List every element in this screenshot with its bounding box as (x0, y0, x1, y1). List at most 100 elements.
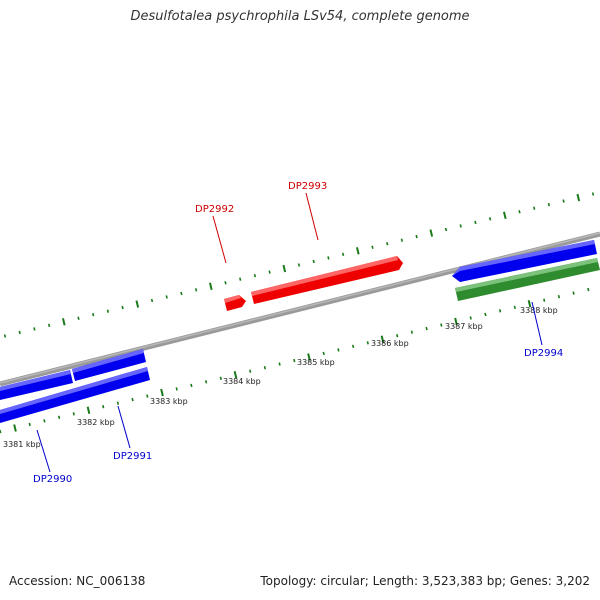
minor-tick (337, 348, 340, 352)
minor-tick (587, 287, 590, 292)
minor-tick (533, 206, 536, 210)
major-tick (86, 406, 91, 414)
minor-tick (28, 422, 31, 427)
gene-feature-dp2994-rna[interactable] (455, 258, 600, 301)
minor-tick (47, 323, 51, 328)
minor-tick (253, 273, 257, 278)
gene-label-leaders (36, 192, 543, 473)
major-tick (380, 335, 385, 343)
minor-tick (33, 327, 36, 331)
minor-tick (116, 401, 120, 405)
minor-tick (263, 365, 267, 370)
gene-label-dp2990: DP2990 (33, 474, 72, 485)
minor-tick (488, 217, 492, 221)
minor-tick (43, 419, 46, 423)
major-tick (576, 193, 581, 202)
minor-tick (410, 330, 414, 334)
tick-label-3388: 3388 kbp (520, 306, 558, 315)
gene-label-dp2992: DP2992 (195, 204, 234, 215)
minor-tick (175, 387, 178, 391)
minor-tick (484, 312, 487, 317)
major-tick (282, 264, 287, 273)
gene-label-dp2994: DP2994 (524, 348, 563, 359)
minor-tick (121, 305, 124, 310)
minor-tick (180, 291, 183, 296)
tick-label-3382: 3382 kbp (77, 418, 115, 427)
tick-label-3386: 3386 kbp (371, 339, 409, 348)
major-tick (233, 371, 238, 379)
tick-label-3385: 3385 kbp (297, 358, 335, 367)
minor-tick (224, 281, 227, 285)
minor-tick (293, 358, 296, 363)
minor-tick (572, 291, 575, 295)
gene-feature-dp2992[interactable] (224, 295, 246, 311)
accession-text: Accession: NC_006138 (9, 574, 146, 588)
minor-tick (297, 263, 301, 267)
major-tick (307, 353, 311, 361)
major-tick (502, 211, 507, 220)
minor-tick (204, 380, 208, 384)
minor-tick (106, 309, 110, 313)
minor-tick (18, 330, 21, 335)
minor-tick (513, 305, 516, 309)
minor-tick (0, 429, 2, 434)
minor-tick (557, 294, 561, 299)
major-tick (355, 247, 360, 255)
gene-labels: DP2990 DP2991 DP2992 DP2993 DP2994 (33, 181, 563, 485)
major-tick (429, 229, 434, 237)
gene-feature-dp2993[interactable] (251, 256, 403, 304)
minor-tick (249, 369, 252, 373)
minor-tick (57, 415, 61, 420)
minor-tick (396, 334, 399, 338)
major-tick (13, 424, 17, 432)
genome-summary-text: Topology: circular; Length: 3,523,383 bp… (260, 574, 590, 588)
major-tick (135, 300, 140, 308)
minor-tick (322, 351, 325, 356)
minor-tick (591, 192, 595, 196)
minor-tick (425, 326, 428, 331)
tick-label-3384: 3384 kbp (223, 377, 261, 386)
minor-tick (469, 316, 472, 320)
minor-tick (268, 270, 271, 274)
minor-tick (102, 405, 105, 409)
gene-feature-dp2990-b[interactable] (72, 349, 146, 381)
minor-tick (386, 242, 389, 246)
gene-label-dp2991: DP2991 (113, 451, 152, 462)
lower-tick-track (0, 287, 590, 434)
major-tick (454, 317, 458, 326)
upper-tick-track (3, 192, 595, 338)
minor-tick (440, 323, 443, 327)
minor-tick (165, 295, 168, 299)
major-tick (160, 388, 164, 397)
minor-tick (77, 316, 80, 320)
minor-tick (543, 298, 546, 302)
minor-tick (72, 412, 75, 416)
minor-tick (415, 234, 418, 239)
gene-feature-dp2994-blue[interactable] (452, 240, 597, 282)
minor-tick (562, 199, 565, 203)
minor-tick (371, 245, 374, 249)
minor-tick (366, 341, 369, 345)
minor-tick (518, 210, 521, 214)
gene-feature-dp2991[interactable] (0, 367, 150, 423)
major-tick (208, 282, 213, 291)
tick-label-3381: 3381 kbp (3, 440, 41, 449)
tick-labels: 3381 kbp 3382 kbp 3383 kbp 3384 kbp 3385… (3, 306, 558, 449)
minor-tick (351, 344, 355, 349)
tick-label-3383: 3383 kbp (150, 397, 188, 406)
gene-feature-dp2990-a[interactable] (0, 370, 73, 400)
minor-tick (150, 298, 154, 303)
minor-tick (239, 277, 242, 281)
minor-tick (312, 259, 315, 264)
major-tick (527, 300, 532, 308)
minor-tick (327, 256, 330, 260)
major-tick (61, 318, 66, 326)
minor-tick (194, 288, 198, 292)
minor-tick (474, 220, 477, 225)
minor-tick (146, 394, 149, 398)
tick-label-3387: 3387 kbp (445, 322, 483, 331)
minor-tick (498, 309, 502, 313)
minor-tick (400, 238, 404, 242)
gene-label-dp2993: DP2993 (288, 181, 327, 192)
